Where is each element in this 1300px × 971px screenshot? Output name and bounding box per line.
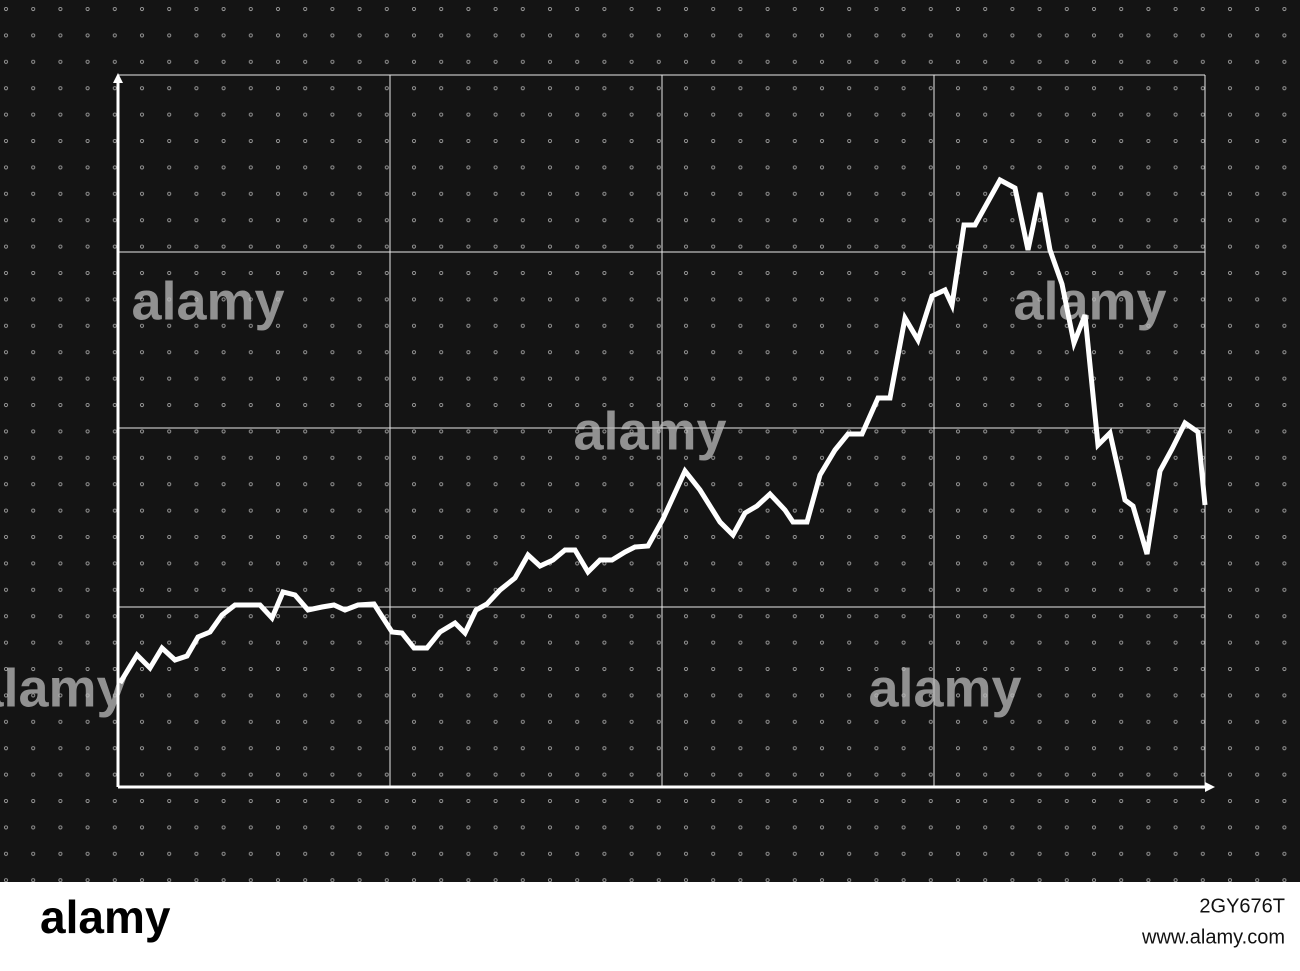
- watermark: alamy: [868, 658, 1021, 718]
- watermarks: alamy alamy alamy alamy alamy: [0, 271, 1167, 718]
- watermark: alamy: [131, 271, 284, 331]
- plot: [117, 176, 1208, 685]
- dot-pattern: [0, 0, 1300, 882]
- footer-url: www.alamy.com: [1141, 926, 1285, 948]
- watermark: alamy: [1013, 271, 1166, 331]
- watermark: alamy: [0, 658, 127, 718]
- footer: [0, 882, 1300, 971]
- footer-logo: alamy: [40, 891, 171, 943]
- footer-id: 2GY676T: [1199, 895, 1285, 917]
- watermark: alamy: [573, 401, 726, 461]
- data-line: [117, 176, 1208, 685]
